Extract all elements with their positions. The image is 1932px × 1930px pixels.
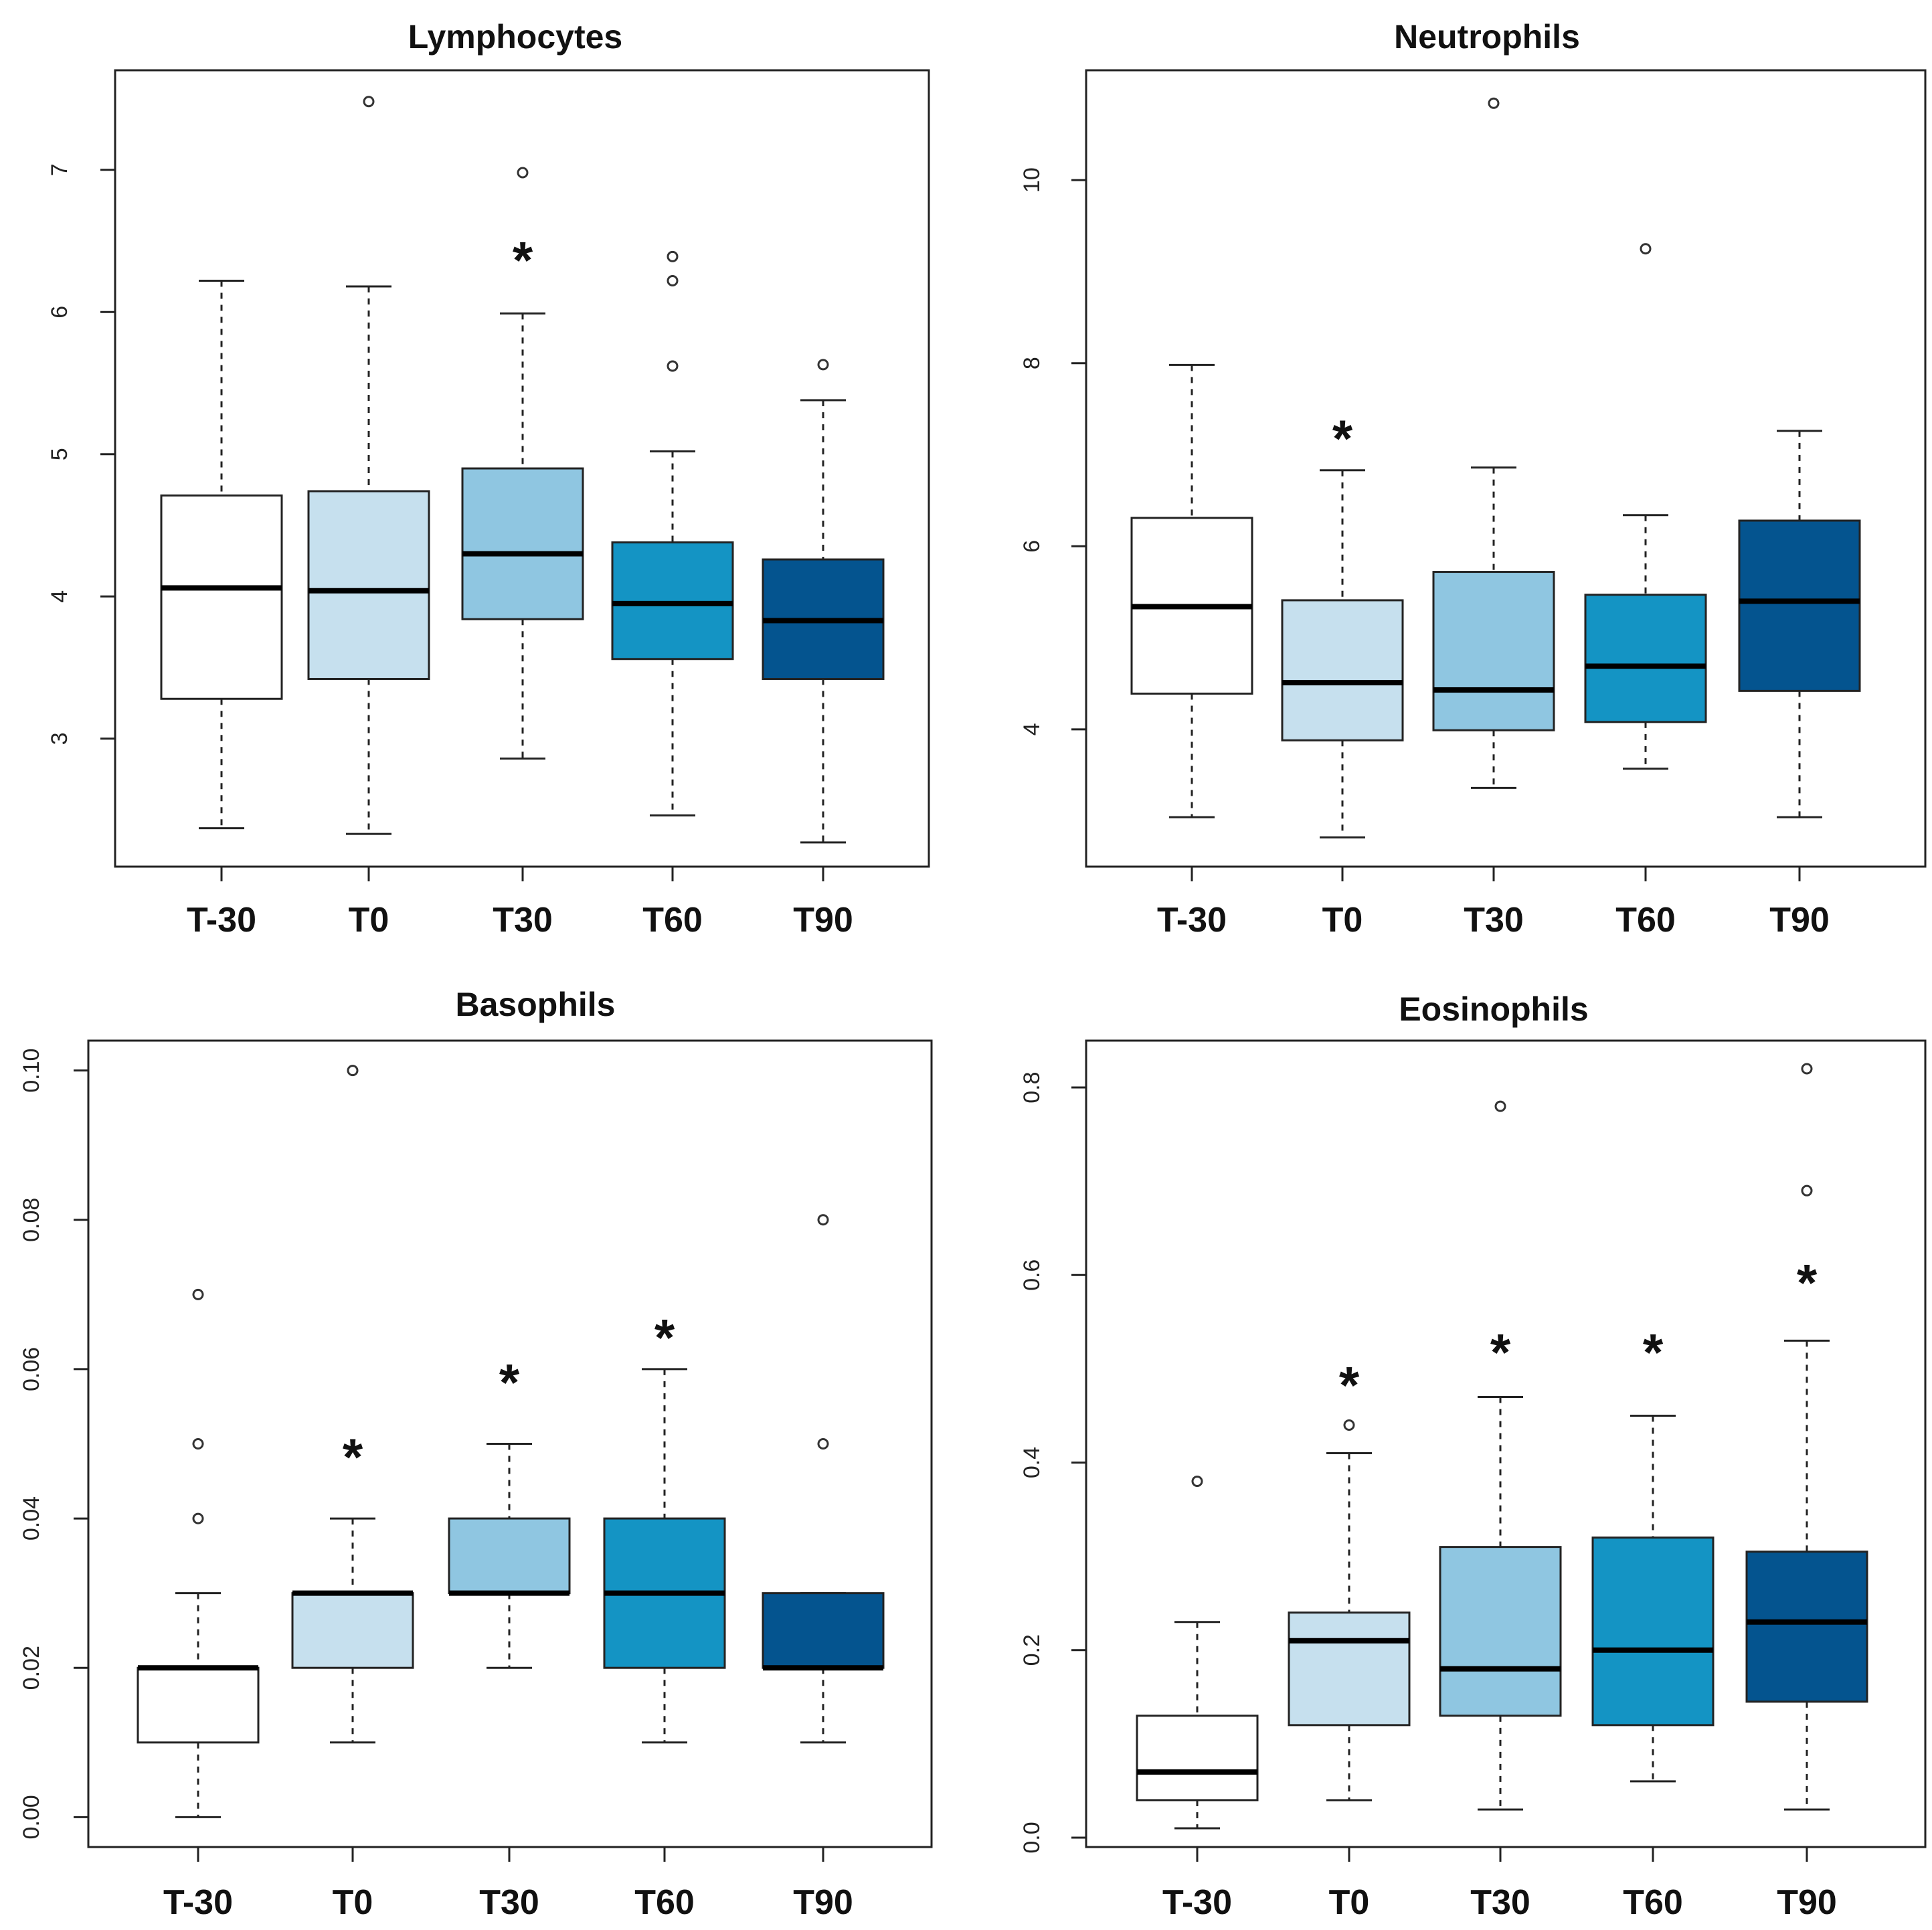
neutrophils-box-t90 (1738, 519, 1861, 692)
lymphocytes-category-label-t0: T0 (349, 901, 389, 940)
lymphocytes-outlier-t60 (667, 275, 679, 286)
lymphocytes-outlier-t60 (667, 250, 679, 262)
eosinophils-box-t90 (1745, 1551, 1868, 1703)
neutrophils-category-label-t-30: T-30 (1157, 901, 1227, 940)
lymphocytes-outlier-t90 (817, 359, 829, 371)
eosinophils-ytick-label: 0.6 (1019, 1259, 1045, 1291)
neutrophils-category-label-t60: T60 (1615, 901, 1676, 940)
lymphocytes-ytick-label: 5 (47, 448, 72, 460)
eosinophils-category-label-t0: T0 (1329, 1883, 1370, 1922)
lymphocytes-category-label-t90: T90 (793, 901, 853, 940)
eosinophils-significance-star-t90: * (1797, 1253, 1818, 1312)
eosinophils-ytick-label: 0.4 (1019, 1447, 1045, 1478)
basophils-ytick-label: 0.04 (19, 1496, 44, 1541)
neutrophils-outlier-t30 (1488, 97, 1500, 109)
eosinophils-box-t0 (1288, 1611, 1411, 1727)
eosinophils-category-label-t-30: T-30 (1162, 1883, 1232, 1922)
neutrophils-category-label-t0: T0 (1322, 901, 1363, 940)
basophils-outlier-t0 (347, 1065, 359, 1077)
neutrophils-category-label-t90: T90 (1769, 901, 1830, 940)
basophils-category-label-t0: T0 (333, 1883, 373, 1922)
basophils-outlier-t-30 (192, 1512, 204, 1524)
basophils-significance-star-t60: * (654, 1308, 675, 1367)
eosinophils-box-t60 (1591, 1537, 1715, 1727)
basophils-box-t0 (291, 1592, 414, 1669)
eosinophils-box-t-30 (1136, 1715, 1259, 1802)
eosinophils-significance-star-t0: * (1339, 1355, 1360, 1414)
eosinophils-category-label-t30: T30 (1470, 1883, 1530, 1922)
eosinophils-significance-star-t60: * (1643, 1322, 1664, 1381)
basophils-ytick-label: 0.00 (19, 1795, 44, 1839)
basophils-box-t90 (762, 1592, 885, 1669)
neutrophils-box-t30 (1432, 571, 1555, 731)
basophils-outlier-t90 (817, 1438, 829, 1450)
eosinophils-significance-star-t30: * (1490, 1322, 1511, 1381)
lymphocytes-plot-frame (114, 69, 930, 868)
basophils-outlier-t90 (817, 1214, 829, 1226)
neutrophils-category-label-t30: T30 (1464, 901, 1524, 940)
lymphocytes-box-t0 (307, 490, 430, 680)
eosinophils-ytick-label: 0.8 (1019, 1071, 1045, 1103)
basophils-significance-star-t30: * (499, 1353, 520, 1412)
neutrophils-ytick-label: 10 (1019, 167, 1045, 193)
eosinophils-outlier-t90 (1801, 1063, 1813, 1075)
neutrophils-ytick-label: 8 (1019, 357, 1045, 369)
basophils-plot-frame (87, 1039, 933, 1848)
lymphocytes-ytick-label: 7 (47, 163, 72, 176)
lymphocytes-box-t-30 (160, 494, 283, 700)
basophils-ytick-label: 0.06 (19, 1347, 44, 1391)
lymphocytes-ytick-label: 3 (47, 732, 72, 745)
neutrophils-title: Neutrophils (1394, 18, 1580, 56)
basophils-category-label-t30: T30 (479, 1883, 539, 1922)
basophils-category-label-t-30: T-30 (163, 1883, 233, 1922)
eosinophils-category-label-t60: T60 (1623, 1883, 1683, 1922)
lymphocytes-significance-star-t30: * (513, 231, 533, 290)
basophils-category-label-t90: T90 (793, 1883, 853, 1922)
eosinophils-outlier-t90 (1801, 1185, 1813, 1197)
basophils-box-t-30 (137, 1666, 260, 1744)
eosinophils-ytick-label: 0.0 (1019, 1822, 1045, 1853)
lymphocytes-category-label-t60: T60 (642, 901, 703, 940)
basophils-significance-star-t0: * (343, 1427, 363, 1486)
basophils-category-label-t60: T60 (634, 1883, 695, 1922)
neutrophils-ytick-label: 4 (1019, 723, 1045, 735)
eosinophils-category-label-t90: T90 (1777, 1883, 1837, 1922)
lymphocytes-outlier-t0 (363, 96, 375, 108)
neutrophils-box-t0 (1281, 599, 1404, 741)
lymphocytes-category-label-t30: T30 (493, 901, 553, 940)
lymphocytes-category-label-t-30: T-30 (187, 901, 256, 940)
basophils-ytick-label: 0.08 (19, 1198, 44, 1242)
basophils-ytick-label: 0.02 (19, 1646, 44, 1690)
eosinophils-outlier-t30 (1494, 1100, 1506, 1112)
eosinophils-outlier-t0 (1343, 1419, 1355, 1431)
basophils-box-t30 (448, 1517, 571, 1595)
lymphocytes-ytick-label: 6 (47, 306, 72, 319)
lymphocytes-outlier-t60 (667, 360, 679, 372)
lymphocytes-box-t60 (611, 541, 734, 661)
neutrophils-plot-frame (1085, 69, 1927, 868)
basophils-ytick-label: 0.10 (19, 1049, 44, 1093)
neutrophils-outlier-t60 (1640, 243, 1652, 255)
eosinophils-title: Eosinophils (1399, 990, 1588, 1028)
basophils-title: Basophils (456, 986, 616, 1023)
eosinophils-box-t30 (1439, 1546, 1562, 1717)
eosinophils-ytick-label: 0.2 (1019, 1634, 1045, 1666)
neutrophils-box-t60 (1584, 594, 1707, 723)
eosinophils-outlier-t-30 (1191, 1476, 1203, 1488)
neutrophils-significance-star-t0: * (1332, 409, 1353, 468)
neutrophils-ytick-label: 6 (1019, 540, 1045, 553)
basophils-outlier-t-30 (192, 1288, 204, 1300)
lymphocytes-outlier-t30 (517, 167, 529, 179)
lymphocytes-box-t30 (461, 467, 584, 620)
lymphocytes-title: Lymphocytes (408, 18, 622, 56)
basophils-outlier-t-30 (192, 1438, 204, 1450)
eosinophils-plot-frame (1085, 1039, 1927, 1848)
lymphocytes-ytick-label: 4 (47, 590, 72, 603)
